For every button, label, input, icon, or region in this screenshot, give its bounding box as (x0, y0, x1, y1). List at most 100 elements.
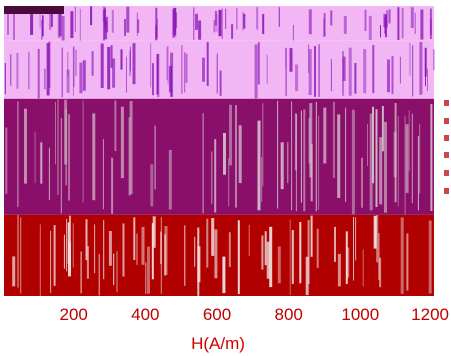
heatmap-stripe (257, 42, 260, 85)
heatmap-stripe (74, 6, 76, 33)
heatmap-stripe (75, 49, 77, 76)
heatmap-stripe (235, 105, 237, 208)
heatmap-stripe (308, 44, 310, 74)
heatmap-stripe (155, 7, 158, 41)
heatmap-stripe (292, 24, 294, 41)
x-tick-label: 600 (203, 305, 231, 324)
heatmap-stripe (197, 246, 201, 283)
heatmap-stripe (299, 222, 302, 284)
heatmap-stripe (112, 58, 116, 88)
heatmap-stripe (323, 13, 326, 37)
heatmap-stripe (310, 215, 313, 257)
heatmap-stripe (124, 19, 126, 36)
heatmap-stripe (185, 53, 188, 83)
heatmap-stripe (337, 114, 341, 198)
heatmap-stripe (261, 157, 263, 202)
heatmap-stripe (40, 142, 43, 184)
heatmap-stripe (126, 6, 130, 33)
heatmap-stripe (13, 10, 15, 40)
heatmap-stripe (129, 50, 131, 76)
heatmap-stripe (216, 14, 218, 33)
heatmap-stripe (152, 63, 154, 96)
heatmap-stripe (386, 10, 388, 28)
heatmap-stripe (37, 48, 40, 99)
heatmap-stripe (243, 13, 246, 29)
heatmap-stripe (79, 8, 81, 41)
heatmap-stripe (128, 117, 131, 196)
heatmap-stripe (120, 106, 124, 179)
heatmap-stripe (86, 246, 89, 279)
heatmap-row (4, 6, 434, 41)
heatmap-stripe (221, 8, 223, 39)
x-tick-label: 800 (275, 305, 303, 324)
side-glyph (444, 118, 449, 124)
heatmap-stripe (7, 10, 9, 35)
heatmap-stripe (388, 9, 391, 24)
heatmap-stripe (116, 251, 118, 293)
heatmap-stripe (85, 219, 88, 261)
heatmap-stripe (166, 47, 168, 80)
heatmap-stripe (17, 214, 19, 288)
heatmap-stripe (405, 124, 409, 193)
heatmap-stripe (79, 62, 83, 94)
heatmap-stripe (10, 54, 12, 86)
heatmap-row (4, 214, 434, 296)
heatmap-stripe (151, 223, 154, 280)
heatmap-stripe (380, 25, 381, 38)
heatmap-stripe (381, 106, 384, 152)
heatmap-stripe (49, 13, 52, 30)
heatmap-stripe (34, 131, 36, 184)
heatmap-stripe (58, 6, 62, 37)
heatmap-stripe (289, 219, 291, 296)
heatmap-stripe (238, 125, 242, 184)
heatmap-stripe (345, 107, 347, 202)
heatmap-stripe (369, 113, 373, 211)
heatmap-stripe (219, 70, 222, 96)
heatmap-stripe (168, 66, 172, 93)
heatmap-stripe (355, 217, 357, 261)
heatmap-stripe (5, 127, 8, 194)
heatmap-stripe (229, 104, 232, 166)
heatmap-stripe (216, 53, 218, 94)
heatmap-stripe (414, 12, 416, 34)
heatmap-stripe (137, 19, 140, 33)
heatmap-stripe (68, 114, 70, 201)
heatmap-stripe (104, 8, 106, 28)
heatmap-stripe (61, 47, 63, 98)
heatmap-stripe (368, 15, 372, 40)
heatmap-stripe (48, 147, 50, 201)
heatmap-stripe (410, 7, 414, 28)
heatmap-stripe (129, 101, 133, 195)
heatmap-stripe (222, 256, 226, 294)
heatmap-stripe (408, 110, 410, 172)
heatmap-stripe (419, 123, 421, 194)
x-axis-label: H(A/m) (191, 334, 245, 353)
heatmap-stripe (257, 120, 261, 211)
heatmap-stripe (376, 215, 379, 263)
heatmap-stripe (67, 51, 69, 77)
heatmap-stripe (256, 7, 259, 30)
heatmap-stripe (141, 226, 145, 265)
heatmap-stripe (428, 220, 432, 294)
heatmap-stripe (361, 157, 363, 208)
heatmap-stripe (237, 220, 240, 295)
side-glyph (444, 152, 449, 158)
heatmap-stripe (198, 20, 202, 40)
heatmap-stripe (147, 246, 150, 294)
heatmap-stripe (223, 133, 226, 175)
heatmap-stripe (136, 233, 138, 265)
heatmap-stripe (82, 100, 84, 203)
heatmap-stripe (17, 101, 19, 208)
heatmap-stripe (28, 51, 30, 90)
heatmap-stripe (411, 113, 413, 204)
heatmap-stripe (318, 115, 320, 210)
heatmap-stripe (289, 48, 293, 72)
heatmap-stripe (300, 110, 302, 203)
heatmap-stripe (285, 48, 287, 96)
heatmap-stripe (406, 233, 409, 291)
heatmap-stripe (214, 229, 218, 279)
heatmap-stripe (348, 47, 352, 96)
heatmap-stripe (425, 62, 426, 87)
heatmap-stripe (373, 215, 377, 249)
heatmap-stripe (184, 52, 186, 93)
